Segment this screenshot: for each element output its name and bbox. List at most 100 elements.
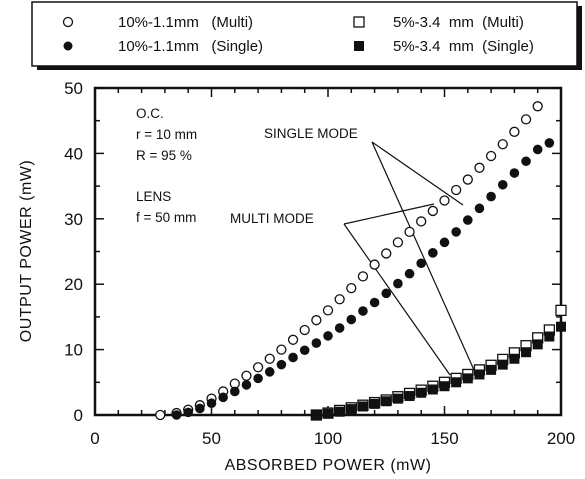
- data-point-filled-square: [404, 391, 415, 402]
- data-point-open-circle: [264, 353, 275, 364]
- data-point-open-circle: [520, 114, 532, 125]
- legend-label: 5%-3.4 mm (Single): [393, 38, 534, 55]
- tick-labels: 0 50 100 150 200 0 10 20 30 40 50: [64, 79, 575, 448]
- data-point-open-circle: [322, 305, 334, 316]
- legend-label: 10%-1.1mm (Multi): [118, 14, 253, 31]
- data-point-filled-square: [532, 339, 543, 350]
- data-point-filled-circle: [253, 373, 263, 384]
- data-point-filled-circle: [171, 410, 182, 420]
- legend-entry-circle-single: 10%-1.1mm (Single): [63, 38, 263, 55]
- legend-label: 5%-3.4 mm (Multi): [393, 14, 524, 31]
- legend-box: [31, 1, 578, 67]
- data-point-open-circle: [334, 294, 345, 305]
- data-point-filled-circle: [474, 203, 485, 214]
- data-point-open-circle: [427, 205, 439, 217]
- data-point-filled-circle: [276, 359, 287, 370]
- data-point-filled-square: [509, 353, 520, 364]
- data-point-filled-circle: [346, 314, 357, 325]
- data-point-filled-circle: [206, 398, 217, 409]
- data-point-filled-circle: [532, 144, 543, 155]
- data-point-open-circle: [509, 126, 520, 137]
- data-point-open-circle: [287, 334, 299, 345]
- multi-mode-arrow-upper: [343, 203, 435, 225]
- data-point-filled-circle: [264, 367, 275, 377]
- data-point-filled-square: [497, 359, 508, 370]
- data-point-open-circle: [497, 139, 508, 150]
- y-tick-label: 50: [64, 79, 83, 98]
- x-tick-label: 50: [202, 429, 221, 448]
- data-point-filled-square: [334, 406, 345, 417]
- multi-mode-arrow-lower: [343, 223, 451, 376]
- data-point-filled-circle: [241, 380, 252, 390]
- oc-reflectivity: R = 95 %: [136, 148, 192, 163]
- data-point-filled-circle: [509, 168, 520, 178]
- data-point-filled-circle: [521, 156, 531, 167]
- data-point-open-circle: [439, 195, 450, 206]
- data-point-open-circle: [369, 259, 380, 270]
- series-filled-circle: [171, 138, 555, 420]
- data-point-filled-square: [451, 377, 462, 388]
- data-point-filled-square: [311, 410, 322, 420]
- single-mode-arrow-lower: [371, 141, 475, 371]
- data-point-filled-square: [544, 331, 555, 342]
- data-point-filled-square: [381, 396, 392, 407]
- data-point-filled-square: [486, 364, 497, 375]
- lens-focal: f = 50 mm: [136, 210, 196, 225]
- data-point-filled-square: [474, 369, 485, 380]
- data-point-filled-circle: [311, 338, 322, 348]
- data-point-filled-circle: [323, 331, 333, 341]
- open-square-marker: [353, 16, 365, 28]
- data-point-filled-circle: [288, 352, 298, 363]
- data-point-filled-circle: [463, 215, 473, 225]
- data-point-filled-circle: [497, 179, 508, 190]
- data-point-filled-circle: [486, 191, 496, 202]
- data-point-filled-circle: [358, 306, 368, 316]
- legend-entry-square-single: 5%-3.4 mm (Single): [354, 38, 534, 55]
- data-point-filled-square: [416, 387, 427, 398]
- data-point-open-circle: [450, 184, 462, 196]
- y-axis-title: OUTPUT POWER (mW): [18, 160, 35, 342]
- data-point-filled-square: [439, 381, 450, 392]
- x-tick-label: 0: [90, 429, 99, 448]
- data-point-filled-circle: [416, 258, 427, 269]
- legend-entry-circle-multi: 10%-1.1mm (Multi): [62, 14, 253, 31]
- data-point-open-circle: [346, 282, 357, 294]
- x-axis-title: ABSORBED POWER (mW): [225, 457, 432, 474]
- lens-label: LENS: [136, 189, 171, 204]
- data-point-open-circle: [381, 248, 392, 259]
- x-tick-label: 200: [547, 429, 575, 448]
- data-point-filled-circle: [428, 248, 438, 258]
- series-filled-square: [311, 321, 566, 420]
- data-point-open-square: [555, 304, 567, 317]
- multi-mode-label: MULTI MODE: [230, 211, 314, 226]
- data-point-filled-square: [427, 384, 438, 395]
- x-tick-label: 100: [314, 429, 342, 448]
- data-point-open-circle: [299, 324, 310, 336]
- data-point-filled-square: [323, 408, 333, 419]
- data-point-open-circle: [241, 370, 252, 381]
- legend: 10%-1.1mm (Multi) 5%-3.4 mm (Multi) 10%-…: [31, 1, 582, 70]
- data-point-open-circle: [252, 362, 264, 373]
- data-point-open-circle: [276, 344, 287, 355]
- y-tick-label: 20: [64, 275, 83, 294]
- data-point-filled-circle: [218, 392, 228, 403]
- y-tick-label: 10: [64, 341, 83, 360]
- data-point-filled-circle: [381, 288, 392, 299]
- data-point-open-circle: [392, 237, 404, 248]
- data-point-filled-circle: [451, 227, 461, 237]
- data-point-filled-circle: [439, 237, 450, 248]
- annotations: O.C. r = 10 mm R = 95 % LENS f = 50 mm S…: [136, 106, 475, 376]
- data-point-filled-circle: [299, 345, 310, 356]
- data-point-open-circle: [485, 150, 497, 162]
- data-point-open-circle: [357, 271, 369, 282]
- data-point-open-circle: [416, 216, 427, 227]
- oc-label: O.C.: [136, 106, 164, 121]
- filled-circle-marker: [63, 41, 73, 51]
- data-point-filled-circle: [369, 297, 380, 308]
- legend-entry-square-multi: 5%-3.4 mm (Multi): [353, 14, 524, 31]
- data-point-open-circle: [404, 226, 415, 238]
- data-point-filled-circle: [195, 403, 205, 414]
- data-point-filled-circle: [393, 278, 403, 289]
- data-point-open-circle: [532, 101, 543, 112]
- data-point-filled-square: [346, 404, 357, 415]
